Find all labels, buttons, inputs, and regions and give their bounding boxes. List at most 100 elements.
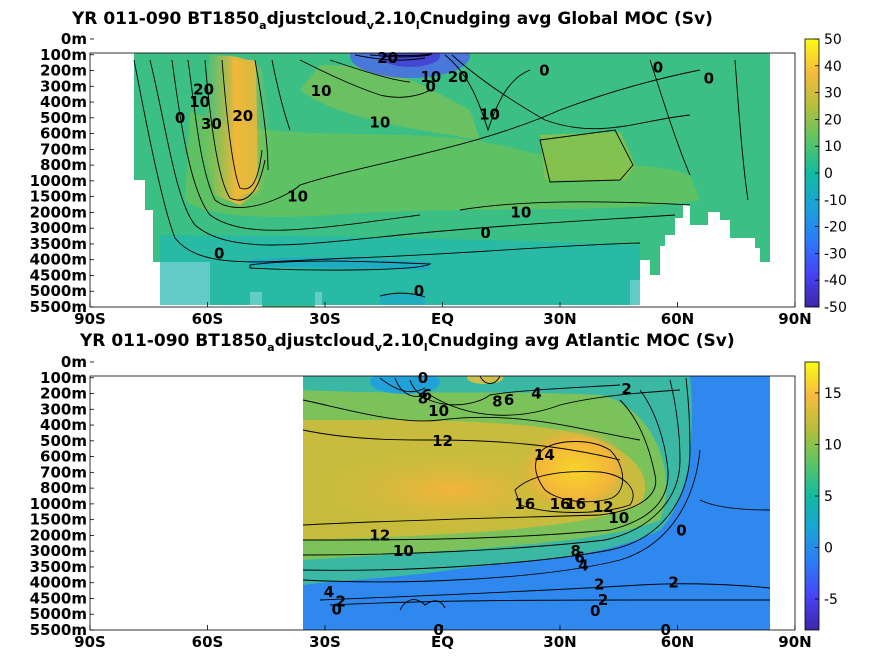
colorbar-tick-label: 40 <box>824 59 842 75</box>
y-tick-label: 0m <box>61 30 87 48</box>
contour-label: 16 <box>550 495 571 513</box>
contour-label: 20 <box>232 107 253 125</box>
y-tick-label: 300m <box>40 77 87 95</box>
y-tick-label: 500m <box>40 109 87 127</box>
atlantic-colorbar-ticks: 15 10 5 0 -5 <box>815 386 842 608</box>
y-tick-label: 4000m <box>30 251 87 269</box>
y-tick-label: 700m <box>40 463 87 481</box>
contour-label: 10 <box>287 188 308 206</box>
y-tick-label: 5000m <box>30 282 87 300</box>
contour-label: 14 <box>534 446 555 464</box>
contour-label: 4 <box>531 385 541 403</box>
global-x-ticks: 90S 60S 30S EQ 30N 60N 90N <box>74 302 812 328</box>
y-tick-label: 5500m <box>30 298 87 316</box>
y-tick-label: 2000m <box>30 526 87 544</box>
global-bottom-neg <box>380 294 425 305</box>
y-tick-label: 600m <box>40 448 87 466</box>
contour-label: 10 <box>428 402 449 420</box>
y-tick-label: 400m <box>40 93 87 111</box>
global-upper-cell <box>300 65 480 140</box>
atlantic-max <box>520 428 630 512</box>
colorbar-tick-label: 10 <box>824 139 842 155</box>
contour-label: 4 <box>324 583 334 601</box>
contour-label: 10 <box>369 114 390 132</box>
contour-label: 0 <box>480 224 490 242</box>
contour-label: 12 <box>432 432 453 450</box>
colorbar-tick-label: 30 <box>824 86 842 102</box>
contour-label: 8 <box>492 392 502 410</box>
contour-label: 20 <box>193 80 214 98</box>
atlantic-y-ticks: 0m100m200m300m400m500m600m700m800m1000m1… <box>30 353 94 639</box>
y-tick-label: 0m <box>61 353 87 371</box>
y-tick-label: 4500m <box>30 589 87 607</box>
x-tick-label: 30S <box>309 310 341 328</box>
y-tick-label: 5000m <box>30 605 87 623</box>
colorbar-tick-label: -5 <box>824 592 838 608</box>
global-colorbar-ticks: 50 40 30 20 10 0 -10 -20 -30 -40 -50 <box>815 32 847 316</box>
contour-label: 0 <box>661 621 671 639</box>
global-so-core <box>232 60 258 198</box>
x-tick-label: 30S <box>309 633 341 651</box>
contour-label: 0 <box>418 369 428 387</box>
contour-label: 0 <box>704 69 714 87</box>
contour-label: 20 <box>377 49 398 67</box>
contour-label: 0 <box>539 62 549 80</box>
atlantic-title: YR 011-090 BT1850adjustcloudv2.10lCnudgi… <box>79 331 735 354</box>
global-nh-cell <box>540 132 635 180</box>
global-title: YR 011-090 BT1850adjustcloudv2.10lCnudgi… <box>71 9 713 32</box>
y-tick-label: 1500m <box>30 511 87 529</box>
global-field <box>133 53 770 307</box>
contour-label: 10 <box>189 93 210 111</box>
contour-label: 6 <box>574 548 584 566</box>
colorbar-tick-label: 0 <box>824 166 833 182</box>
y-tick-label: 1000m <box>30 495 87 513</box>
contour-label: 2 <box>621 380 631 398</box>
colorbar-tick-label: -30 <box>824 246 847 262</box>
colorbar-tick-label: 10 <box>824 437 842 453</box>
colorbar-tick-label: 20 <box>824 112 842 128</box>
contour-label: 2 <box>335 593 345 611</box>
contour-label: 0 <box>676 522 686 540</box>
contour-label: 12 <box>369 526 390 544</box>
contour-label: 0 <box>414 282 424 300</box>
y-tick-label: 100m <box>40 369 87 387</box>
contour-label: 8 <box>570 542 580 560</box>
contour-label: 6 <box>422 386 432 404</box>
x-tick-label: EQ <box>431 310 454 328</box>
y-tick-label: 4000m <box>30 574 87 592</box>
global-y-ticks: 0m100m200m300m400m500m600m700m800m1000m1… <box>30 30 94 316</box>
contour-label: 8 <box>418 389 428 407</box>
x-tick-label: 90N <box>778 310 811 328</box>
colorbar-tick-label: -50 <box>824 300 847 316</box>
contour-label: 30 <box>201 115 222 133</box>
x-tick-label: 90N <box>778 633 811 651</box>
y-tick-label: 200m <box>40 62 87 80</box>
contour-label: 10 <box>479 106 500 124</box>
y-tick-label: 400m <box>40 416 87 434</box>
contour-label: 0 <box>590 602 600 620</box>
y-tick-label: 700m <box>40 140 87 158</box>
y-tick-label: 300m <box>40 400 87 418</box>
x-tick-label: 90S <box>74 633 106 651</box>
global-abyss <box>160 235 640 305</box>
x-tick-label: 60S <box>192 310 224 328</box>
contour-label: 2 <box>668 574 678 592</box>
contour-label: 2 <box>598 591 608 609</box>
atlantic-surface-pos <box>467 376 503 384</box>
atlantic-colorbar: 15 10 5 0 -5 <box>804 361 842 631</box>
y-tick-label: 200m <box>40 385 87 403</box>
colorbar-tick-label: -20 <box>824 220 847 236</box>
y-tick-label: 3500m <box>30 558 87 576</box>
x-tick-label: 60S <box>192 633 224 651</box>
global-contours <box>133 53 749 298</box>
colorbar-tick-label: -40 <box>824 273 847 289</box>
contour-label: 12 <box>593 498 614 516</box>
contour-label: 0 <box>426 77 436 95</box>
colorbar-tick-label: 15 <box>824 386 842 402</box>
contour-label: 0 <box>214 244 224 262</box>
y-tick-label: 5500m <box>30 621 87 639</box>
y-tick-label: 800m <box>40 479 87 497</box>
y-tick-label: 1500m <box>30 188 87 206</box>
